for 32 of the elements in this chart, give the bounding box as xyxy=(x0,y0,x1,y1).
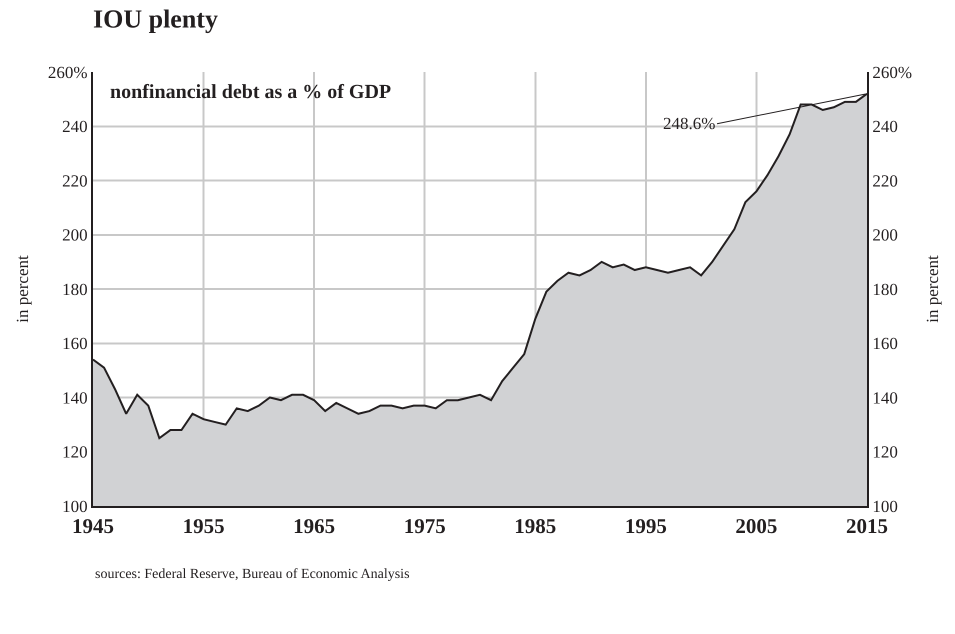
x-tick-label: 1965 xyxy=(293,514,336,538)
y-tick-label: 200 xyxy=(62,226,88,245)
x-tick-label: 1955 xyxy=(182,514,225,538)
y2-tick-label: 100 xyxy=(872,496,898,516)
text: nonfinancial debt as a % of GDP xyxy=(110,81,392,103)
x-tick-label: 1975 xyxy=(404,514,446,538)
annotation: 248.6% xyxy=(663,114,716,133)
x-tick-label: 2015 xyxy=(846,514,888,538)
y-tick-label: 160 xyxy=(62,334,88,354)
y2-axis-title: in percent xyxy=(922,254,942,323)
y2-tick-label: 260% xyxy=(872,62,912,82)
y2-tick-label: 160 xyxy=(872,334,898,354)
x-tick-label: 1945 xyxy=(72,514,114,538)
y-tick-label: 100 xyxy=(62,496,88,516)
y2-tick-label: 180 xyxy=(872,280,898,299)
y-tick-label: 240 xyxy=(62,117,88,136)
y-axis-title: in percent xyxy=(12,254,32,323)
y-tick-label: 220 xyxy=(62,171,88,190)
y-tick-label: 260% xyxy=(48,62,88,82)
y2-tick-label: 140 xyxy=(872,388,898,408)
source-note: sources: Federal Reserve, Bureau of Economic Analysis xyxy=(95,567,410,582)
y2-tick-label: 200 xyxy=(872,226,898,245)
y-tick-label: 120 xyxy=(62,442,88,462)
y-tick-label: 180 xyxy=(62,280,88,299)
y-tick-label: 140 xyxy=(62,388,88,408)
x-tick-label: 1985 xyxy=(514,514,556,538)
x-tick-label: 2005 xyxy=(735,514,778,538)
chart-title: IOU plenty xyxy=(93,4,218,34)
y2-tick-label: 220 xyxy=(872,171,898,190)
x-tick-label: 1995 xyxy=(624,514,667,538)
y2-tick-label: 120 xyxy=(872,442,898,462)
y2-tick-label: 240 xyxy=(872,117,898,136)
